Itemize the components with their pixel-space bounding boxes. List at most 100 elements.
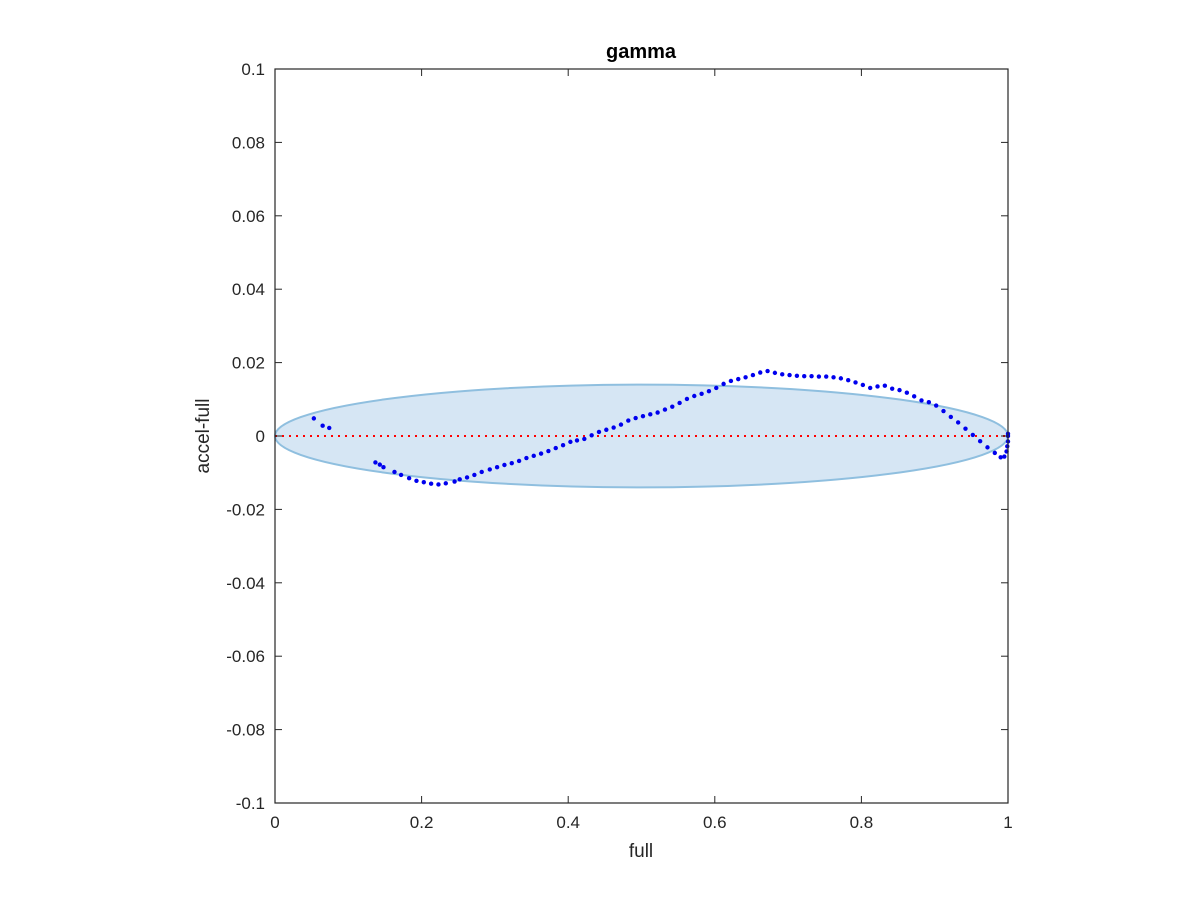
y-tick-label: -0.06 [226,647,265,666]
x-tick-label: 1 [1003,813,1012,832]
data-point [787,372,792,378]
data-point [846,378,851,383]
data-point [311,416,317,421]
data-point [977,438,983,444]
data-point [464,475,470,480]
x-tick-label: 0.6 [703,813,727,832]
y-tick-label: 0.02 [232,354,265,373]
data-point [970,432,976,438]
data-point [699,391,704,396]
data-point [472,472,477,478]
data-point [721,381,726,387]
data-point [824,374,829,379]
data-point [919,398,924,403]
data-point [926,400,932,405]
data-point [802,373,807,379]
data-point [611,425,616,430]
data-point [780,372,785,377]
data-point [992,450,998,456]
data-point [831,375,836,380]
data-point [618,422,624,427]
data-point [933,403,939,408]
x-tick-label: 0.4 [556,813,580,832]
data-point [875,384,880,389]
data-point [1002,454,1007,459]
data-point [457,477,462,482]
data-point [911,394,917,399]
data-point [373,460,378,465]
data-point [320,423,325,428]
data-point [452,479,457,484]
data-point [955,420,961,425]
data-point [882,383,888,388]
data-point [692,393,697,399]
data-point [436,482,441,487]
data-point [794,373,800,379]
data-point [582,436,587,442]
y-tick-label: -0.08 [226,721,265,740]
data-point [706,389,712,394]
data-point [655,410,660,415]
y-tick-label: 0.04 [232,280,265,299]
y-tick-label: 0.06 [232,207,265,226]
data-point [381,464,386,470]
data-point [538,451,544,456]
data-point [531,453,536,459]
data-point [546,448,551,454]
y-tick-label: 0.1 [241,60,265,79]
data-point [398,472,404,478]
data-point [750,372,756,378]
data-point [327,425,332,431]
data-point [758,370,763,375]
data-point [743,375,748,380]
data-point [889,386,895,391]
data-point [948,414,954,420]
y-tick-label: 0.08 [232,133,265,152]
data-point [560,442,566,448]
y-tick-label: 0 [256,427,265,446]
data-point [553,445,558,451]
data-point [897,387,902,393]
axes: 0 0.2 0.4 0.6 0.8 1 -0.1 -0.08 -0.06 -0.04 -0.02 0 0… [226,60,1012,832]
data-point [772,370,778,376]
data-point [765,368,770,374]
data-point [377,462,383,467]
data-point [998,455,1003,460]
data-point [736,376,741,382]
y-axis-label: accel-full [193,399,214,474]
y-tick-label: -0.04 [226,574,265,593]
data-point [443,481,448,486]
data-point [516,458,522,464]
chart-title: gamma [606,41,677,63]
data-point [728,378,734,384]
data-point [670,404,675,409]
data-point [414,478,419,483]
data-point [853,380,858,385]
data-point [524,455,529,461]
data-point [648,412,653,417]
data-point [1005,444,1010,449]
data-point [662,407,668,412]
data-point [816,374,822,379]
x-tick-label: 0.8 [850,813,874,832]
data-point [421,480,426,485]
data-point [406,476,412,481]
data-point [809,373,814,379]
x-tick-label: 0.2 [410,813,434,832]
data-point [838,376,844,381]
data-point [684,396,690,402]
data-point [714,385,719,391]
data-point [633,415,638,421]
data-point [640,413,646,419]
data-point [904,390,910,395]
data-point [428,481,434,486]
data-point [509,460,514,466]
data-point [589,433,594,438]
data-point [626,418,631,423]
data-point [860,382,866,388]
y-tick-label: -0.1 [236,794,265,813]
data-point [568,439,573,445]
data-point [494,464,500,470]
